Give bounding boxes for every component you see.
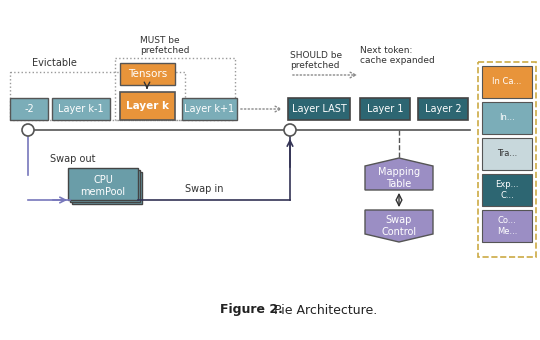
Text: Exp...
C...: Exp... C... [495,180,519,200]
Text: Layer k+1: Layer k+1 [185,104,234,114]
FancyBboxPatch shape [360,98,410,120]
Text: MUST be
prefetched: MUST be prefetched [140,36,190,55]
FancyBboxPatch shape [72,172,142,204]
Text: Swap
Control: Swap Control [381,215,416,237]
Text: Next token:
cache expanded: Next token: cache expanded [360,46,435,65]
Text: In Ca...: In Ca... [492,78,522,86]
FancyBboxPatch shape [288,98,350,120]
Text: CPU
memPool: CPU memPool [80,175,126,197]
FancyBboxPatch shape [182,98,237,120]
Text: Mapping
Table: Mapping Table [378,167,420,189]
Text: In...: In... [499,114,515,122]
FancyBboxPatch shape [68,168,138,200]
Text: Co...
Me...: Co... Me... [497,216,517,236]
FancyBboxPatch shape [120,92,175,120]
FancyBboxPatch shape [482,174,532,206]
FancyBboxPatch shape [418,98,468,120]
Circle shape [22,124,34,136]
Text: SHOULD be
prefetched: SHOULD be prefetched [290,51,342,70]
FancyBboxPatch shape [482,102,532,134]
FancyBboxPatch shape [482,210,532,242]
Text: Swap in: Swap in [185,184,224,194]
FancyBboxPatch shape [482,138,532,170]
Circle shape [284,124,296,136]
FancyBboxPatch shape [10,98,48,120]
Text: -2: -2 [24,104,34,114]
Text: Tensors: Tensors [128,69,167,79]
Text: Figure 2.: Figure 2. [220,304,283,317]
Text: Layer 1: Layer 1 [367,104,403,114]
Text: Layer k: Layer k [126,101,169,111]
FancyBboxPatch shape [120,63,175,85]
FancyBboxPatch shape [70,170,140,202]
Text: Layer LAST: Layer LAST [292,104,346,114]
Text: Layer 2: Layer 2 [424,104,461,114]
Text: Pie Architecture.: Pie Architecture. [274,304,377,317]
Text: Swap out: Swap out [50,154,96,164]
Polygon shape [365,210,433,242]
Text: Layer k-1: Layer k-1 [58,104,104,114]
Polygon shape [365,158,433,190]
FancyBboxPatch shape [52,98,110,120]
Text: Evictable: Evictable [32,58,77,68]
FancyBboxPatch shape [482,66,532,98]
Text: Tra...: Tra... [497,150,517,158]
